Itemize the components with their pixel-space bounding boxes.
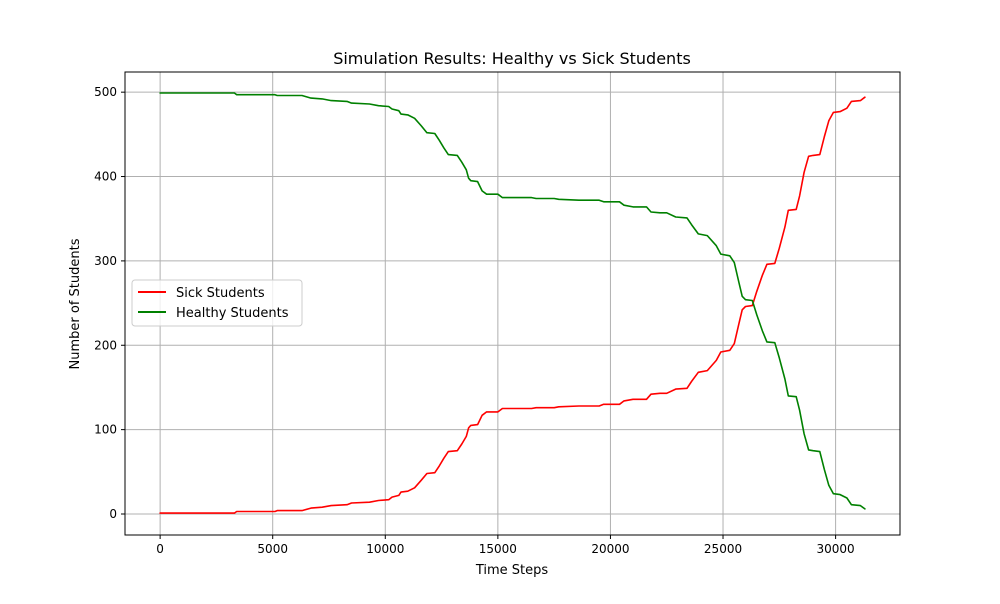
- legend-box: [131, 279, 303, 327]
- sick-students-line: [159, 96, 866, 514]
- legend: Sick Students Healthy Students: [131, 279, 303, 327]
- series-layer: [159, 92, 866, 514]
- x-tick-label: 30000: [817, 542, 855, 556]
- x-tick-label: 10000: [366, 542, 404, 556]
- grid: [125, 72, 900, 535]
- ticks: 0 5000 10000 15000 20000 25000 30000 0 100 200 300…: [94, 85, 855, 556]
- y-tick-label: 400: [94, 170, 117, 184]
- x-tick-label: 0: [156, 542, 164, 556]
- x-tick-label: 15000: [479, 542, 517, 556]
- legend-label-healthy: Healthy Students: [176, 306, 289, 321]
- y-tick-label: 100: [94, 423, 117, 437]
- y-axis-label: Number of Students: [68, 238, 83, 369]
- x-tick-label: 25000: [704, 542, 742, 556]
- healthy-students-line: [159, 92, 866, 510]
- y-tick-label: 500: [94, 85, 117, 99]
- x-tick-label: 20000: [591, 542, 629, 556]
- plot-frame: [124, 71, 901, 536]
- legend-label-sick: Sick Students: [176, 286, 265, 301]
- y-tick-label: 0: [109, 507, 117, 521]
- x-tick-label: 5000: [257, 542, 288, 556]
- y-tick-label: 300: [94, 254, 117, 268]
- chart-title: Simulation Results: Healthy vs Sick Stud…: [333, 49, 691, 68]
- y-tick-label: 200: [94, 338, 117, 352]
- x-axis-label: Time Steps: [475, 563, 549, 578]
